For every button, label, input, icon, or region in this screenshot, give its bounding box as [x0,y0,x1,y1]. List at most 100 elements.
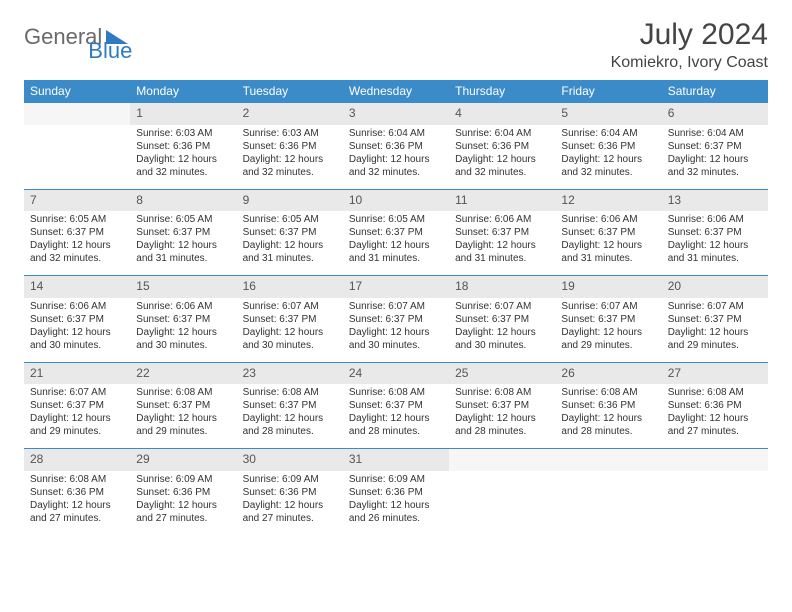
day-details-cell: Sunrise: 6:09 AMSunset: 6:36 PMDaylight:… [237,471,343,535]
day-details: Sunrise: 6:06 AMSunset: 6:37 PMDaylight:… [130,298,236,362]
day-details: Sunrise: 6:09 AMSunset: 6:36 PMDaylight:… [343,471,449,535]
day-details-cell: Sunrise: 6:09 AMSunset: 6:36 PMDaylight:… [343,471,449,535]
day-number: 31 [343,449,449,471]
day-details-cell [662,471,768,535]
sunset: Sunset: 6:37 PM [349,226,443,239]
sunrise: Sunrise: 6:07 AM [30,386,124,399]
day-number-cell: 12 [555,189,661,211]
day-number-cell: 7 [24,189,130,211]
daylight: Daylight: 12 hours and 31 minutes. [561,239,655,265]
day-number: 18 [449,276,555,298]
day-number: 14 [24,276,130,298]
day-details-cell: Sunrise: 6:07 AMSunset: 6:37 PMDaylight:… [662,298,768,363]
day-details: Sunrise: 6:04 AMSunset: 6:36 PMDaylight:… [449,125,555,189]
day-number-cell: 6 [662,103,768,125]
day-details-cell: Sunrise: 6:06 AMSunset: 6:37 PMDaylight:… [662,211,768,276]
day-details-cell: Sunrise: 6:07 AMSunset: 6:37 PMDaylight:… [449,298,555,363]
day-details-cell [449,471,555,535]
week-details-row: Sunrise: 6:06 AMSunset: 6:37 PMDaylight:… [24,298,768,363]
day-details-cell: Sunrise: 6:04 AMSunset: 6:37 PMDaylight:… [662,125,768,190]
day-details-cell: Sunrise: 6:06 AMSunset: 6:37 PMDaylight:… [449,211,555,276]
sunset: Sunset: 6:36 PM [30,486,124,499]
day-number-cell: 22 [130,362,236,384]
day-number-cell: 20 [662,276,768,298]
sunrise: Sunrise: 6:09 AM [136,473,230,486]
day-number: 30 [237,449,343,471]
day-number-cell: 31 [343,449,449,471]
day-number-cell: 5 [555,103,661,125]
day-number: 10 [343,190,449,212]
day-number: 22 [130,363,236,385]
day-details: Sunrise: 6:07 AMSunset: 6:37 PMDaylight:… [343,298,449,362]
day-number: 2 [237,103,343,125]
day-details: Sunrise: 6:03 AMSunset: 6:36 PMDaylight:… [130,125,236,189]
daylight: Daylight: 12 hours and 32 minutes. [561,153,655,179]
day-number-cell: 13 [662,189,768,211]
day-details: Sunrise: 6:06 AMSunset: 6:37 PMDaylight:… [24,298,130,362]
day-details: Sunrise: 6:08 AMSunset: 6:37 PMDaylight:… [343,384,449,448]
day-number: 4 [449,103,555,125]
sunrise: Sunrise: 6:04 AM [561,127,655,140]
day-number-cell: 29 [130,449,236,471]
day-number-cell: 17 [343,276,449,298]
sunset: Sunset: 6:36 PM [349,486,443,499]
sunrise: Sunrise: 6:06 AM [668,213,762,226]
sunrise: Sunrise: 6:08 AM [243,386,337,399]
sunrise: Sunrise: 6:06 AM [561,213,655,226]
daylight: Daylight: 12 hours and 29 minutes. [136,412,230,438]
day-details-cell: Sunrise: 6:04 AMSunset: 6:36 PMDaylight:… [555,125,661,190]
day-details: Sunrise: 6:08 AMSunset: 6:37 PMDaylight:… [130,384,236,448]
daylight: Daylight: 12 hours and 32 minutes. [30,239,124,265]
day-number-cell: 19 [555,276,661,298]
day-details: Sunrise: 6:04 AMSunset: 6:36 PMDaylight:… [343,125,449,189]
day-number: 6 [662,103,768,125]
day-details-cell: Sunrise: 6:07 AMSunset: 6:37 PMDaylight:… [237,298,343,363]
day-header-row: SundayMondayTuesdayWednesdayThursdayFrid… [24,80,768,103]
day-number: 1 [130,103,236,125]
sunset: Sunset: 6:37 PM [243,226,337,239]
daylight: Daylight: 12 hours and 31 minutes. [668,239,762,265]
day-number-cell: 21 [24,362,130,384]
sunset: Sunset: 6:37 PM [30,399,124,412]
day-number: 21 [24,363,130,385]
day-details: Sunrise: 6:07 AMSunset: 6:37 PMDaylight:… [449,298,555,362]
sunrise: Sunrise: 6:09 AM [243,473,337,486]
day-number: 28 [24,449,130,471]
daylight: Daylight: 12 hours and 30 minutes. [349,326,443,352]
daylight: Daylight: 12 hours and 26 minutes. [349,499,443,525]
day-number: 11 [449,190,555,212]
day-details: Sunrise: 6:06 AMSunset: 6:37 PMDaylight:… [449,211,555,275]
day-header: Sunday [24,80,130,103]
sunrise: Sunrise: 6:08 AM [349,386,443,399]
sunrise: Sunrise: 6:08 AM [561,386,655,399]
day-details: Sunrise: 6:05 AMSunset: 6:37 PMDaylight:… [237,211,343,275]
sunrise: Sunrise: 6:07 AM [349,300,443,313]
daylight: Daylight: 12 hours and 32 minutes. [243,153,337,179]
day-details: Sunrise: 6:04 AMSunset: 6:37 PMDaylight:… [662,125,768,189]
day-number [662,449,768,471]
day-details: Sunrise: 6:05 AMSunset: 6:37 PMDaylight:… [130,211,236,275]
day-number: 20 [662,276,768,298]
day-number: 5 [555,103,661,125]
day-details-cell: Sunrise: 6:08 AMSunset: 6:37 PMDaylight:… [343,384,449,449]
day-details-cell: Sunrise: 6:04 AMSunset: 6:36 PMDaylight:… [449,125,555,190]
day-header: Wednesday [343,80,449,103]
daylight: Daylight: 12 hours and 28 minutes. [349,412,443,438]
sunset: Sunset: 6:36 PM [243,140,337,153]
daylight: Daylight: 12 hours and 31 minutes. [455,239,549,265]
day-details-cell [24,125,130,190]
day-details: Sunrise: 6:08 AMSunset: 6:36 PMDaylight:… [24,471,130,535]
daylight: Daylight: 12 hours and 27 minutes. [243,499,337,525]
day-details: Sunrise: 6:09 AMSunset: 6:36 PMDaylight:… [130,471,236,535]
day-details: Sunrise: 6:05 AMSunset: 6:37 PMDaylight:… [24,211,130,275]
sunset: Sunset: 6:36 PM [136,140,230,153]
day-number-cell: 10 [343,189,449,211]
day-details-cell: Sunrise: 6:03 AMSunset: 6:36 PMDaylight:… [237,125,343,190]
logo: General Blue [24,18,174,50]
day-details: Sunrise: 6:04 AMSunset: 6:36 PMDaylight:… [555,125,661,189]
sunset: Sunset: 6:37 PM [136,313,230,326]
day-header: Thursday [449,80,555,103]
week-daynum-row: 123456 [24,103,768,125]
day-number-cell: 24 [343,362,449,384]
day-details: Sunrise: 6:08 AMSunset: 6:36 PMDaylight:… [662,384,768,448]
